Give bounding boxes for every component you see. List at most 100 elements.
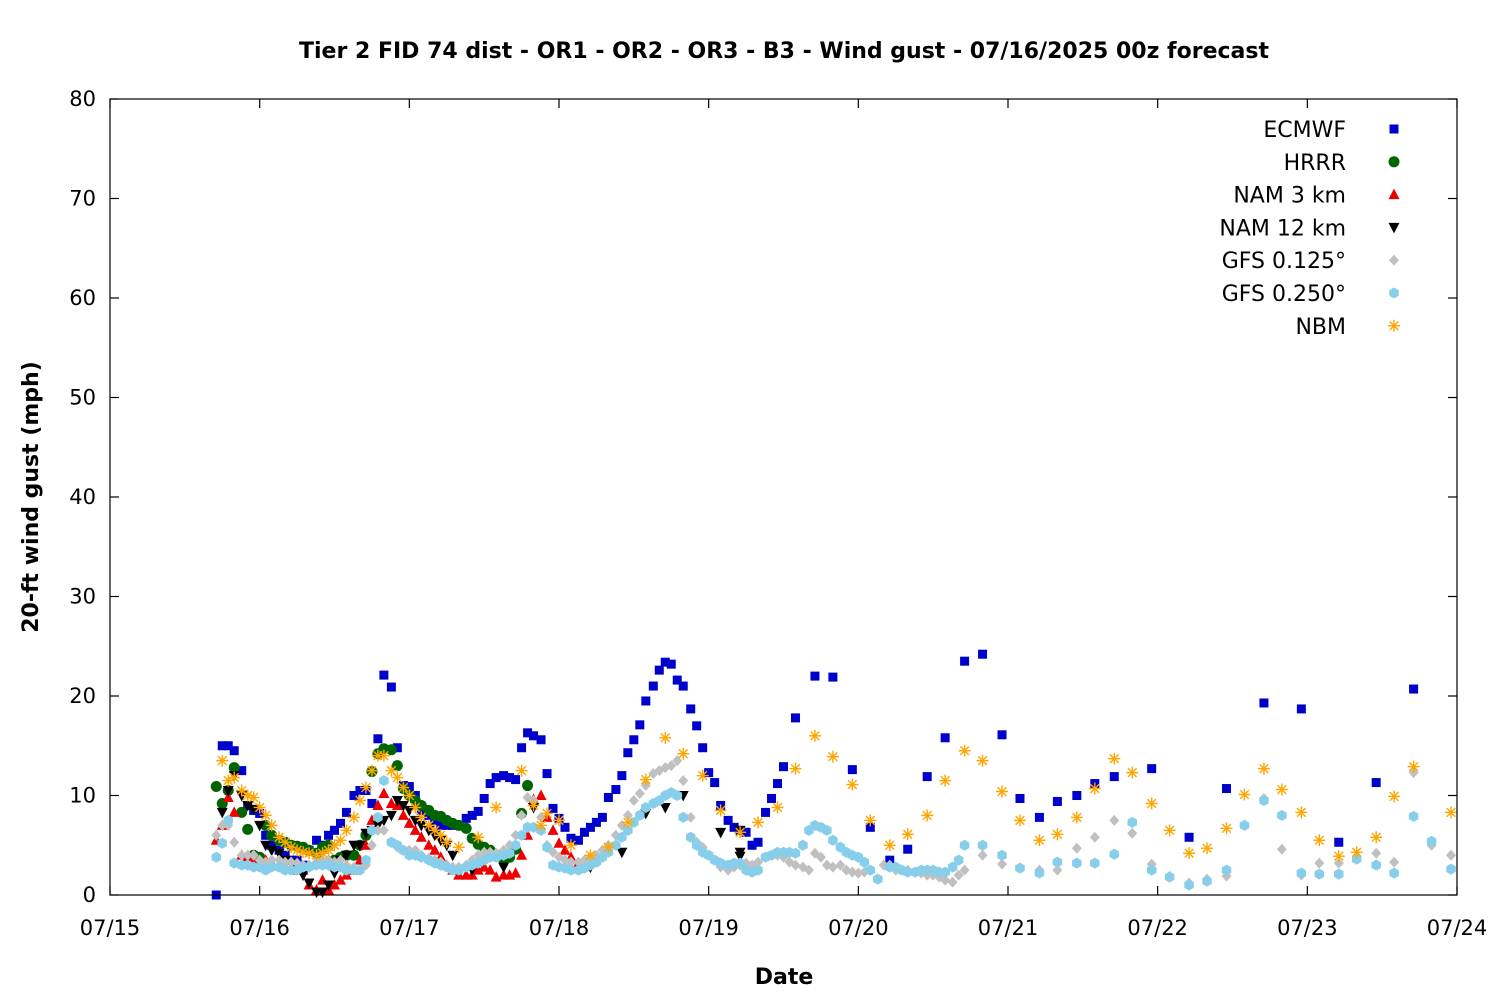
ecmwf-point [648, 681, 658, 691]
nam-12-km-point [409, 815, 421, 827]
hrrr-point [348, 849, 360, 861]
ecmwf-point [267, 840, 277, 850]
x-tick-label: 07/17 [379, 916, 440, 940]
nam-3-km-point [397, 809, 409, 820]
gfs-0-250-point [1072, 857, 1082, 869]
ecmwf-point [767, 793, 777, 803]
ecmwf-point [865, 822, 875, 832]
ecmwf-point [710, 778, 720, 788]
nbm-point [216, 754, 229, 767]
ecmwf-point [517, 743, 527, 753]
nbm-point [1145, 797, 1158, 810]
ecmwf-point [436, 820, 446, 830]
chart-title: Tier 2 FID 74 dist - OR1 - OR2 - OR3 - B… [299, 39, 1269, 64]
ecmwf-point [603, 792, 613, 802]
gfs-0-250-point [959, 839, 970, 851]
hrrr-point [522, 780, 534, 792]
ecmwf-point [349, 791, 359, 800]
nbm-point [279, 836, 292, 849]
gfs-0-125-point [286, 856, 297, 868]
nbm-point [322, 844, 335, 857]
gfs-0-250-point [617, 831, 627, 843]
nbm-point [1051, 828, 1064, 841]
gfs-0-125-point [953, 869, 964, 881]
gfs-0-250-point [516, 829, 527, 841]
gfs-0-125-point [266, 854, 277, 866]
nbm-point [639, 773, 652, 786]
nbm-point [265, 819, 278, 832]
gfs-0-250-point [1127, 816, 1137, 828]
gfs-0-250-point [1314, 868, 1325, 880]
legend-label-nam-3-km: NAM 3 km [1233, 184, 1346, 209]
ecmwf-point [280, 850, 290, 860]
nbm-point [391, 771, 404, 784]
nam-12-km-point [216, 807, 228, 819]
gfs-0-125-point [1071, 842, 1082, 854]
axis-ticks: 0 10 20 30 40 50 60 70 80 07/15 07/16 07/17 07/18 07/… [69, 87, 1487, 940]
y-tick-label: 10 [69, 784, 96, 808]
data-points [210, 649, 1458, 900]
gfs-0-250-point [1408, 810, 1419, 822]
nam-12-km-point [397, 800, 409, 812]
gfs-0-125-point [516, 809, 527, 821]
gfs-0-250-point [953, 854, 964, 866]
gfs-0-250-point [1090, 857, 1100, 869]
nbm-point [1163, 824, 1176, 837]
ecmwf-point [753, 837, 763, 847]
gfs-0-250-point [1426, 835, 1437, 847]
hrrr-point [460, 822, 472, 834]
ecmwf-point [237, 766, 247, 776]
nbm-point [434, 829, 447, 842]
nam-12-km-point [498, 862, 510, 874]
gfs-0-250-point [528, 821, 539, 833]
nbm-point [403, 789, 416, 802]
gfs-0-125-point [1276, 843, 1287, 855]
nbm-point [734, 826, 747, 839]
nbm-point [1257, 762, 1270, 775]
nam-12-km-point [354, 840, 366, 852]
hrrr-point [391, 760, 403, 772]
legend-marker-nbm [1388, 319, 1400, 332]
ecmwf-point [1034, 812, 1044, 822]
gfs-0-125-point [790, 859, 801, 871]
ecmwf-point [229, 746, 239, 756]
gfs-0-250-point [1371, 859, 1381, 871]
gfs-0-250-point [685, 831, 696, 843]
nbm-point [328, 839, 341, 852]
gfs-0-250-point [735, 857, 745, 869]
ecmwf-point [1015, 793, 1025, 803]
nam-12-km-point [323, 880, 335, 892]
hrrr-point [236, 806, 248, 818]
gfs-0-250-point [416, 851, 427, 863]
ecmwf-point [579, 827, 589, 837]
ecmwf-point [461, 813, 471, 823]
gfs-0-250-point [266, 861, 277, 873]
nbm-point [334, 834, 347, 847]
ecmwf-point [1371, 778, 1381, 788]
ecmwf-point [560, 822, 570, 832]
nbm-point [253, 801, 266, 814]
ecmwf-point [1109, 772, 1119, 782]
nbm-point [958, 744, 971, 757]
gfs-0-250-point [940, 866, 950, 878]
nbm-point [1388, 790, 1401, 803]
gfs-0-250-point [1221, 864, 1232, 876]
gfs-0-125-point [236, 849, 247, 861]
nbm-point [415, 811, 428, 824]
nbm-point [472, 831, 485, 844]
ecmwf-point [617, 771, 627, 781]
ecmwf-point [330, 825, 339, 835]
gfs-0-250-point [1389, 867, 1399, 879]
gfs-0-125-point [977, 849, 988, 861]
nam-12-km-point [385, 810, 397, 822]
ecmwf-point [261, 830, 271, 840]
series-gfs-0-250 [211, 775, 1456, 891]
nam-12-km-point [242, 800, 254, 812]
nbm-point [1370, 831, 1383, 844]
nbm-point [584, 849, 597, 862]
gfs-0-125-point [803, 864, 814, 876]
nbm-point [1070, 811, 1083, 824]
nbm-point [259, 809, 272, 822]
gfs-0-125-point [827, 861, 838, 873]
nbm-point [340, 824, 353, 837]
